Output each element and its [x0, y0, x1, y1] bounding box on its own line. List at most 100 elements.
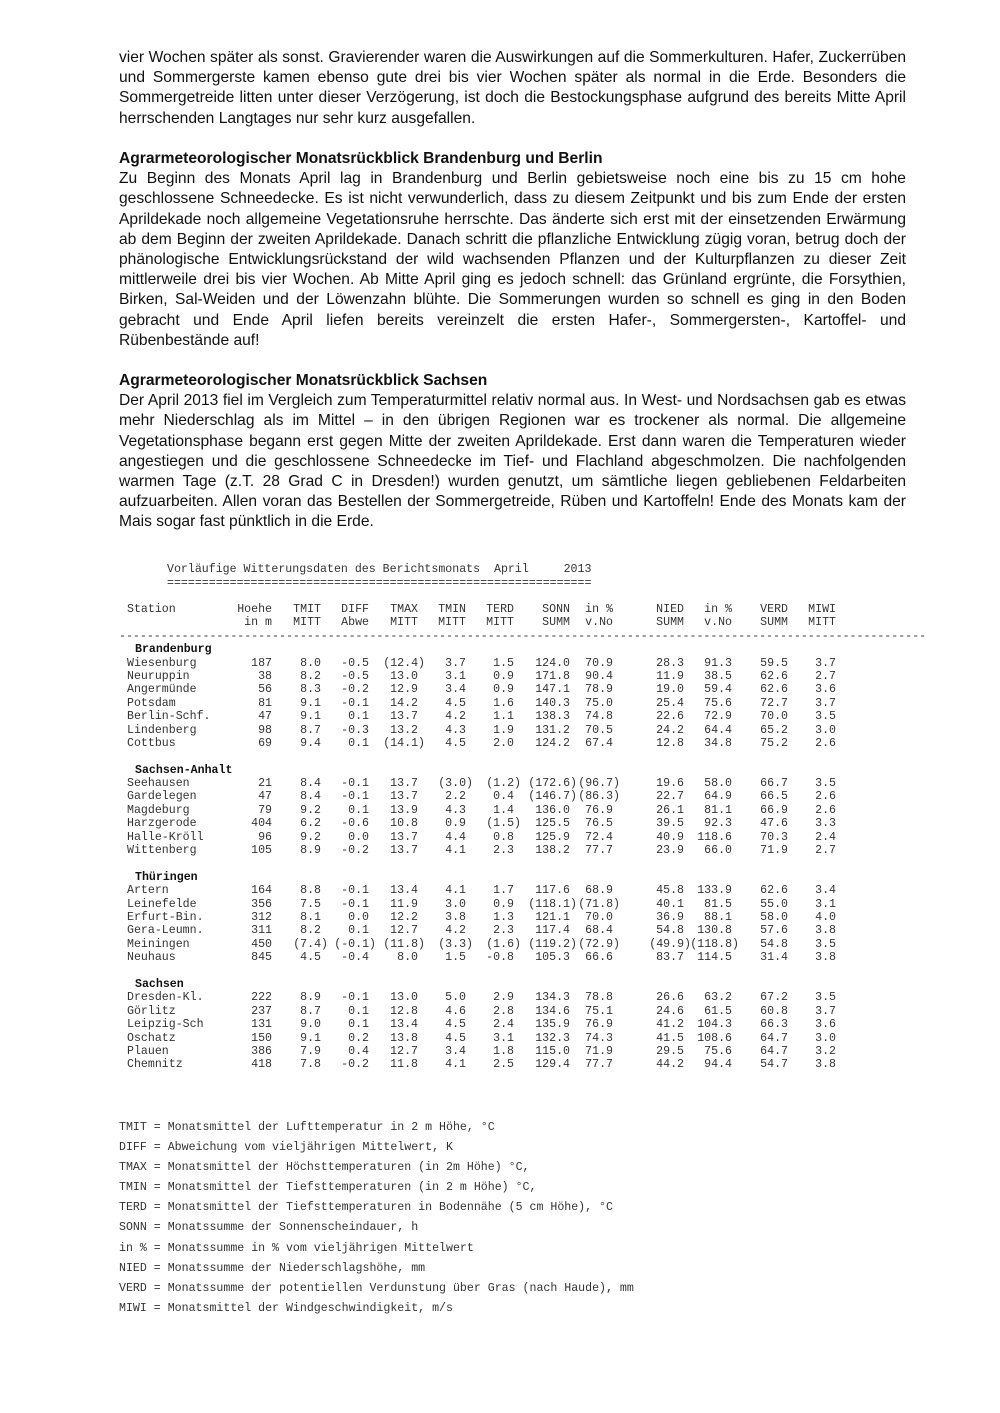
legend-entry: TMAX = Monatsmittel der Höchsttemperatur… [119, 1161, 530, 1175]
table-cell: 10.8 [390, 817, 418, 831]
weather-data-table: Station Hoehe TMIT DIFF TMAX TMIN TERD SONN in %… [127, 603, 927, 1072]
table-cell: 1.8 [493, 1044, 514, 1058]
table-cell: 63.2 [704, 991, 732, 1005]
table-cell: 62.6 [760, 884, 788, 898]
table-cell: 2.7 [815, 669, 836, 683]
station-name: Wiesenburg [127, 656, 197, 670]
table-cell: 81 [258, 696, 272, 710]
table-cell: 66.6 [585, 951, 613, 965]
table-cell: 0.9 [493, 683, 514, 697]
table-cell: 47 [258, 790, 272, 804]
table-cell: 0.9 [493, 897, 514, 911]
table-cell: 187 [251, 656, 272, 670]
table-cell: 134.3 [535, 991, 570, 1005]
table-cell: 4.6 [445, 1004, 466, 1018]
table-cell: 13.7 [390, 710, 418, 724]
table-cell: 29.5 [656, 1044, 684, 1058]
table-cell: 9.1 [300, 710, 321, 724]
table-row: Leipzig-Sch 131 9.0 0.1 13.4 4.5 2.4 135.9 76.9 4… [127, 1018, 927, 1031]
table-cell: 41.2 [656, 1018, 684, 1032]
table-row: Artern 164 8.8 -0.1 13.4 4.1 1.7 117.6 68.9 45.8 1… [127, 884, 927, 897]
column-header: TERD [486, 603, 514, 616]
table-cell: 70.9 [585, 656, 613, 670]
column-header: TMIN [438, 603, 466, 616]
table-cell: 171.8 [535, 669, 570, 683]
table-cell: 311 [251, 924, 272, 938]
table-row: Lindenberg 98 8.7 -0.3 13.2 4.3 1.9 131.2 70.5 24… [127, 724, 927, 737]
column-header: v.No [585, 616, 613, 630]
table-cell: -0.1 [341, 991, 369, 1005]
column-header: SONN [542, 603, 570, 616]
table-cell: 8.7 [300, 1004, 321, 1018]
table-cell: 0.1 [348, 803, 369, 817]
column-header: in m [244, 616, 272, 630]
table-cell: 2.7 [815, 844, 836, 858]
table-cell: 8.0 [397, 951, 418, 965]
table-cell: 2.4 [493, 1018, 514, 1032]
table-cell: 40.1 [656, 897, 684, 911]
table-row: Dresden-Kl. 222 8.9 -0.1 13.0 5.0 2.9 134.3 78.8… [127, 991, 927, 1004]
column-header: TMAX [390, 603, 418, 616]
table-cell: 54.7 [760, 1058, 788, 1072]
table-group-heading: Sachsen-Anhalt [135, 763, 233, 777]
station-name: Gera-Leumn. [127, 924, 204, 938]
table-cell: 8.2 [300, 669, 321, 683]
table-cell: 132.3 [535, 1031, 570, 1045]
table-cell: 12.8 [390, 1004, 418, 1018]
station-name: Chemnitz [127, 1058, 183, 1072]
table-cell: 3.5 [815, 710, 836, 724]
table-cell: 9.2 [300, 803, 321, 817]
table-cell: 237 [251, 1004, 272, 1018]
table-cell: 7.9 [300, 1044, 321, 1058]
table-cell: 47.6 [760, 817, 788, 831]
table-cell: (71.8) [578, 897, 620, 911]
table-row: Neuhaus 845 4.5 -0.4 8.0 1.5 -0.8 105.3 66.6 83.7… [127, 951, 927, 964]
table-cell: 150 [251, 1031, 272, 1045]
table-cell: 125.5 [535, 817, 570, 831]
table-cell: 129.4 [535, 1058, 570, 1072]
station-name: Dresden-Kl. [127, 991, 204, 1005]
table-cell: -0.3 [341, 723, 369, 737]
table-cell: 71.9 [760, 844, 788, 858]
section-text: Der April 2013 fiel im Vergleich zum Tem… [119, 392, 906, 531]
column-header: in % [585, 603, 613, 616]
table-cell: 23.9 [656, 844, 684, 858]
table-cell: 13.7 [390, 790, 418, 804]
table-cell: 3.4 [445, 683, 466, 697]
table-cell: 9.2 [300, 830, 321, 844]
table-cell: 58.0 [760, 910, 788, 924]
table-cell: 88.1 [704, 910, 732, 924]
table-cell: (3.0) [438, 777, 473, 791]
station-name: Neuruppin [127, 669, 190, 683]
station-name: Lindenberg [127, 723, 197, 737]
column-header: MIWI [808, 603, 836, 616]
table-title: Vorläufige Witterungsdaten des Berichtsm… [167, 563, 592, 576]
table-cell: 65.2 [760, 723, 788, 737]
table-row: Wittenberg 105 8.9 -0.2 13.7 4.1 2.3 138.2 77.7 2… [127, 844, 927, 857]
table-cell: 0.0 [348, 910, 369, 924]
table-cell: 8.4 [300, 777, 321, 791]
table-cell: 0.8 [493, 830, 514, 844]
table-cell: 8.3 [300, 683, 321, 697]
spacer [127, 750, 927, 763]
table-cell: 45.8 [656, 884, 684, 898]
table-row: Meiningen 450 (7.4) (-0.1) (11.8) (3.3) (1.6) (… [127, 938, 927, 951]
table-cell: 108.6 [697, 1031, 732, 1045]
table-cell: 2.9 [493, 991, 514, 1005]
table-header-row: Station Hoehe TMIT DIFF TMAX TMIN TERD SONN in %… [127, 603, 927, 616]
table-cell: 4.2 [445, 924, 466, 938]
table-cell: 114.5 [697, 951, 732, 965]
table-cell: 40.9 [656, 830, 684, 844]
table-cell: 7.8 [300, 1058, 321, 1072]
table-cell: 0.1 [348, 1004, 369, 1018]
table-cell: 3.6 [815, 1018, 836, 1032]
table-cell: 8.4 [300, 790, 321, 804]
table-cell: 41.5 [656, 1031, 684, 1045]
table-cell: (11.8) [383, 937, 425, 951]
table-cell: 25.4 [656, 696, 684, 710]
table-cell: 5.0 [445, 991, 466, 1005]
table-cell: 75.2 [760, 736, 788, 750]
table-cell: 4.1 [445, 844, 466, 858]
table-cell: 75.6 [704, 696, 732, 710]
legend-entry: VERD = Monatssumme der potentiellen Verd… [119, 1281, 634, 1295]
